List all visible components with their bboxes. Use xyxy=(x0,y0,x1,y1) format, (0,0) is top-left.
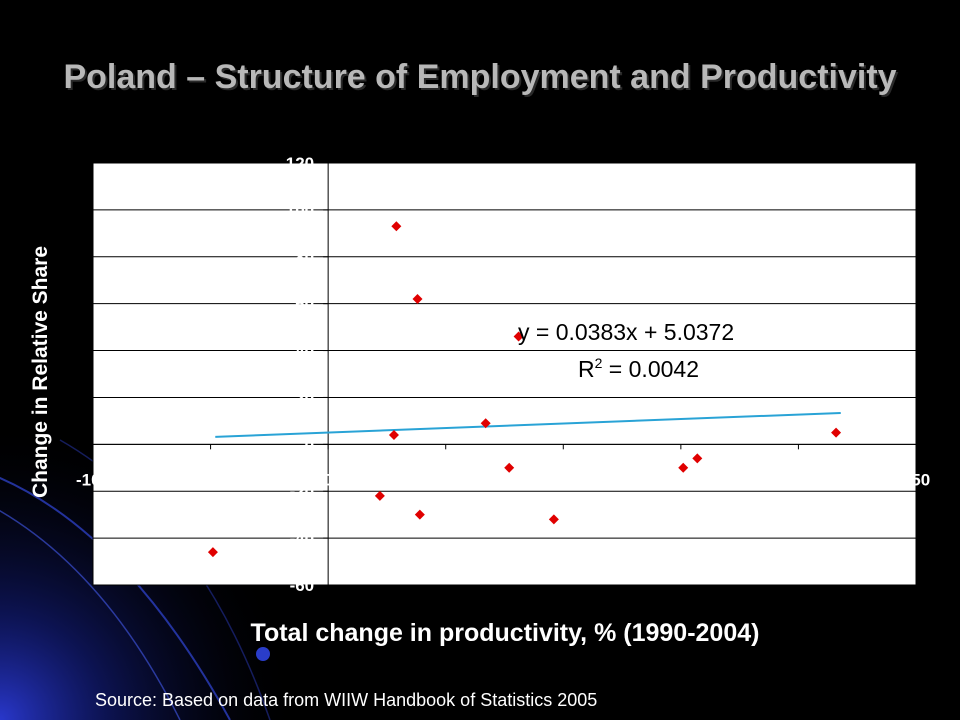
y-tick-label: 0 xyxy=(305,435,314,454)
data-point xyxy=(548,514,559,525)
data-point xyxy=(391,221,402,232)
y-tick-label: 20 xyxy=(295,388,314,407)
y-tick-label: -20 xyxy=(290,482,315,501)
y-tick-label: 60 xyxy=(295,295,314,314)
r-squared-label: R2 = 0.0042 xyxy=(578,355,699,382)
data-point xyxy=(678,462,689,473)
data-point xyxy=(692,453,703,464)
x-axis-title: Total change in productivity, % (1990-20… xyxy=(251,619,760,647)
x-tick-label: -100 xyxy=(76,470,110,489)
data-point xyxy=(513,331,524,342)
x-tick-label: -50 xyxy=(198,470,223,489)
source-note: Source: Based on data from WIIW Handbook… xyxy=(95,690,598,710)
y-tick-label: 100 xyxy=(286,201,314,220)
data-point xyxy=(831,427,842,438)
trendline-equation: y = 0.0383x + 5.0372 xyxy=(518,319,734,345)
y-tick-label: 120 xyxy=(286,154,314,173)
data-point xyxy=(480,418,491,429)
x-tick-label: 0 xyxy=(323,470,332,489)
plot-area xyxy=(92,162,917,586)
x-tick-label: 250 xyxy=(902,470,930,489)
y-tick-label: 80 xyxy=(295,248,314,267)
data-point xyxy=(388,429,399,440)
data-point xyxy=(414,509,425,520)
x-tick-label: 150 xyxy=(667,470,695,489)
slide-title: Poland – Structure of Employment and Pro… xyxy=(63,58,897,96)
y-tick-label: 40 xyxy=(295,342,314,361)
y-tick-label: -40 xyxy=(290,529,315,548)
data-point xyxy=(374,490,385,501)
data-point xyxy=(207,547,218,558)
x-tick-label: 50 xyxy=(436,470,455,489)
x-tick-label: 100 xyxy=(549,470,577,489)
decorative-dot xyxy=(256,647,270,661)
x-tick-label: 200 xyxy=(784,470,812,489)
data-point xyxy=(412,293,423,304)
y-tick-label: -60 xyxy=(290,576,315,595)
data-point xyxy=(504,462,515,473)
y-axis-title: Change in Relative Share xyxy=(29,246,52,498)
trendline xyxy=(215,411,841,438)
